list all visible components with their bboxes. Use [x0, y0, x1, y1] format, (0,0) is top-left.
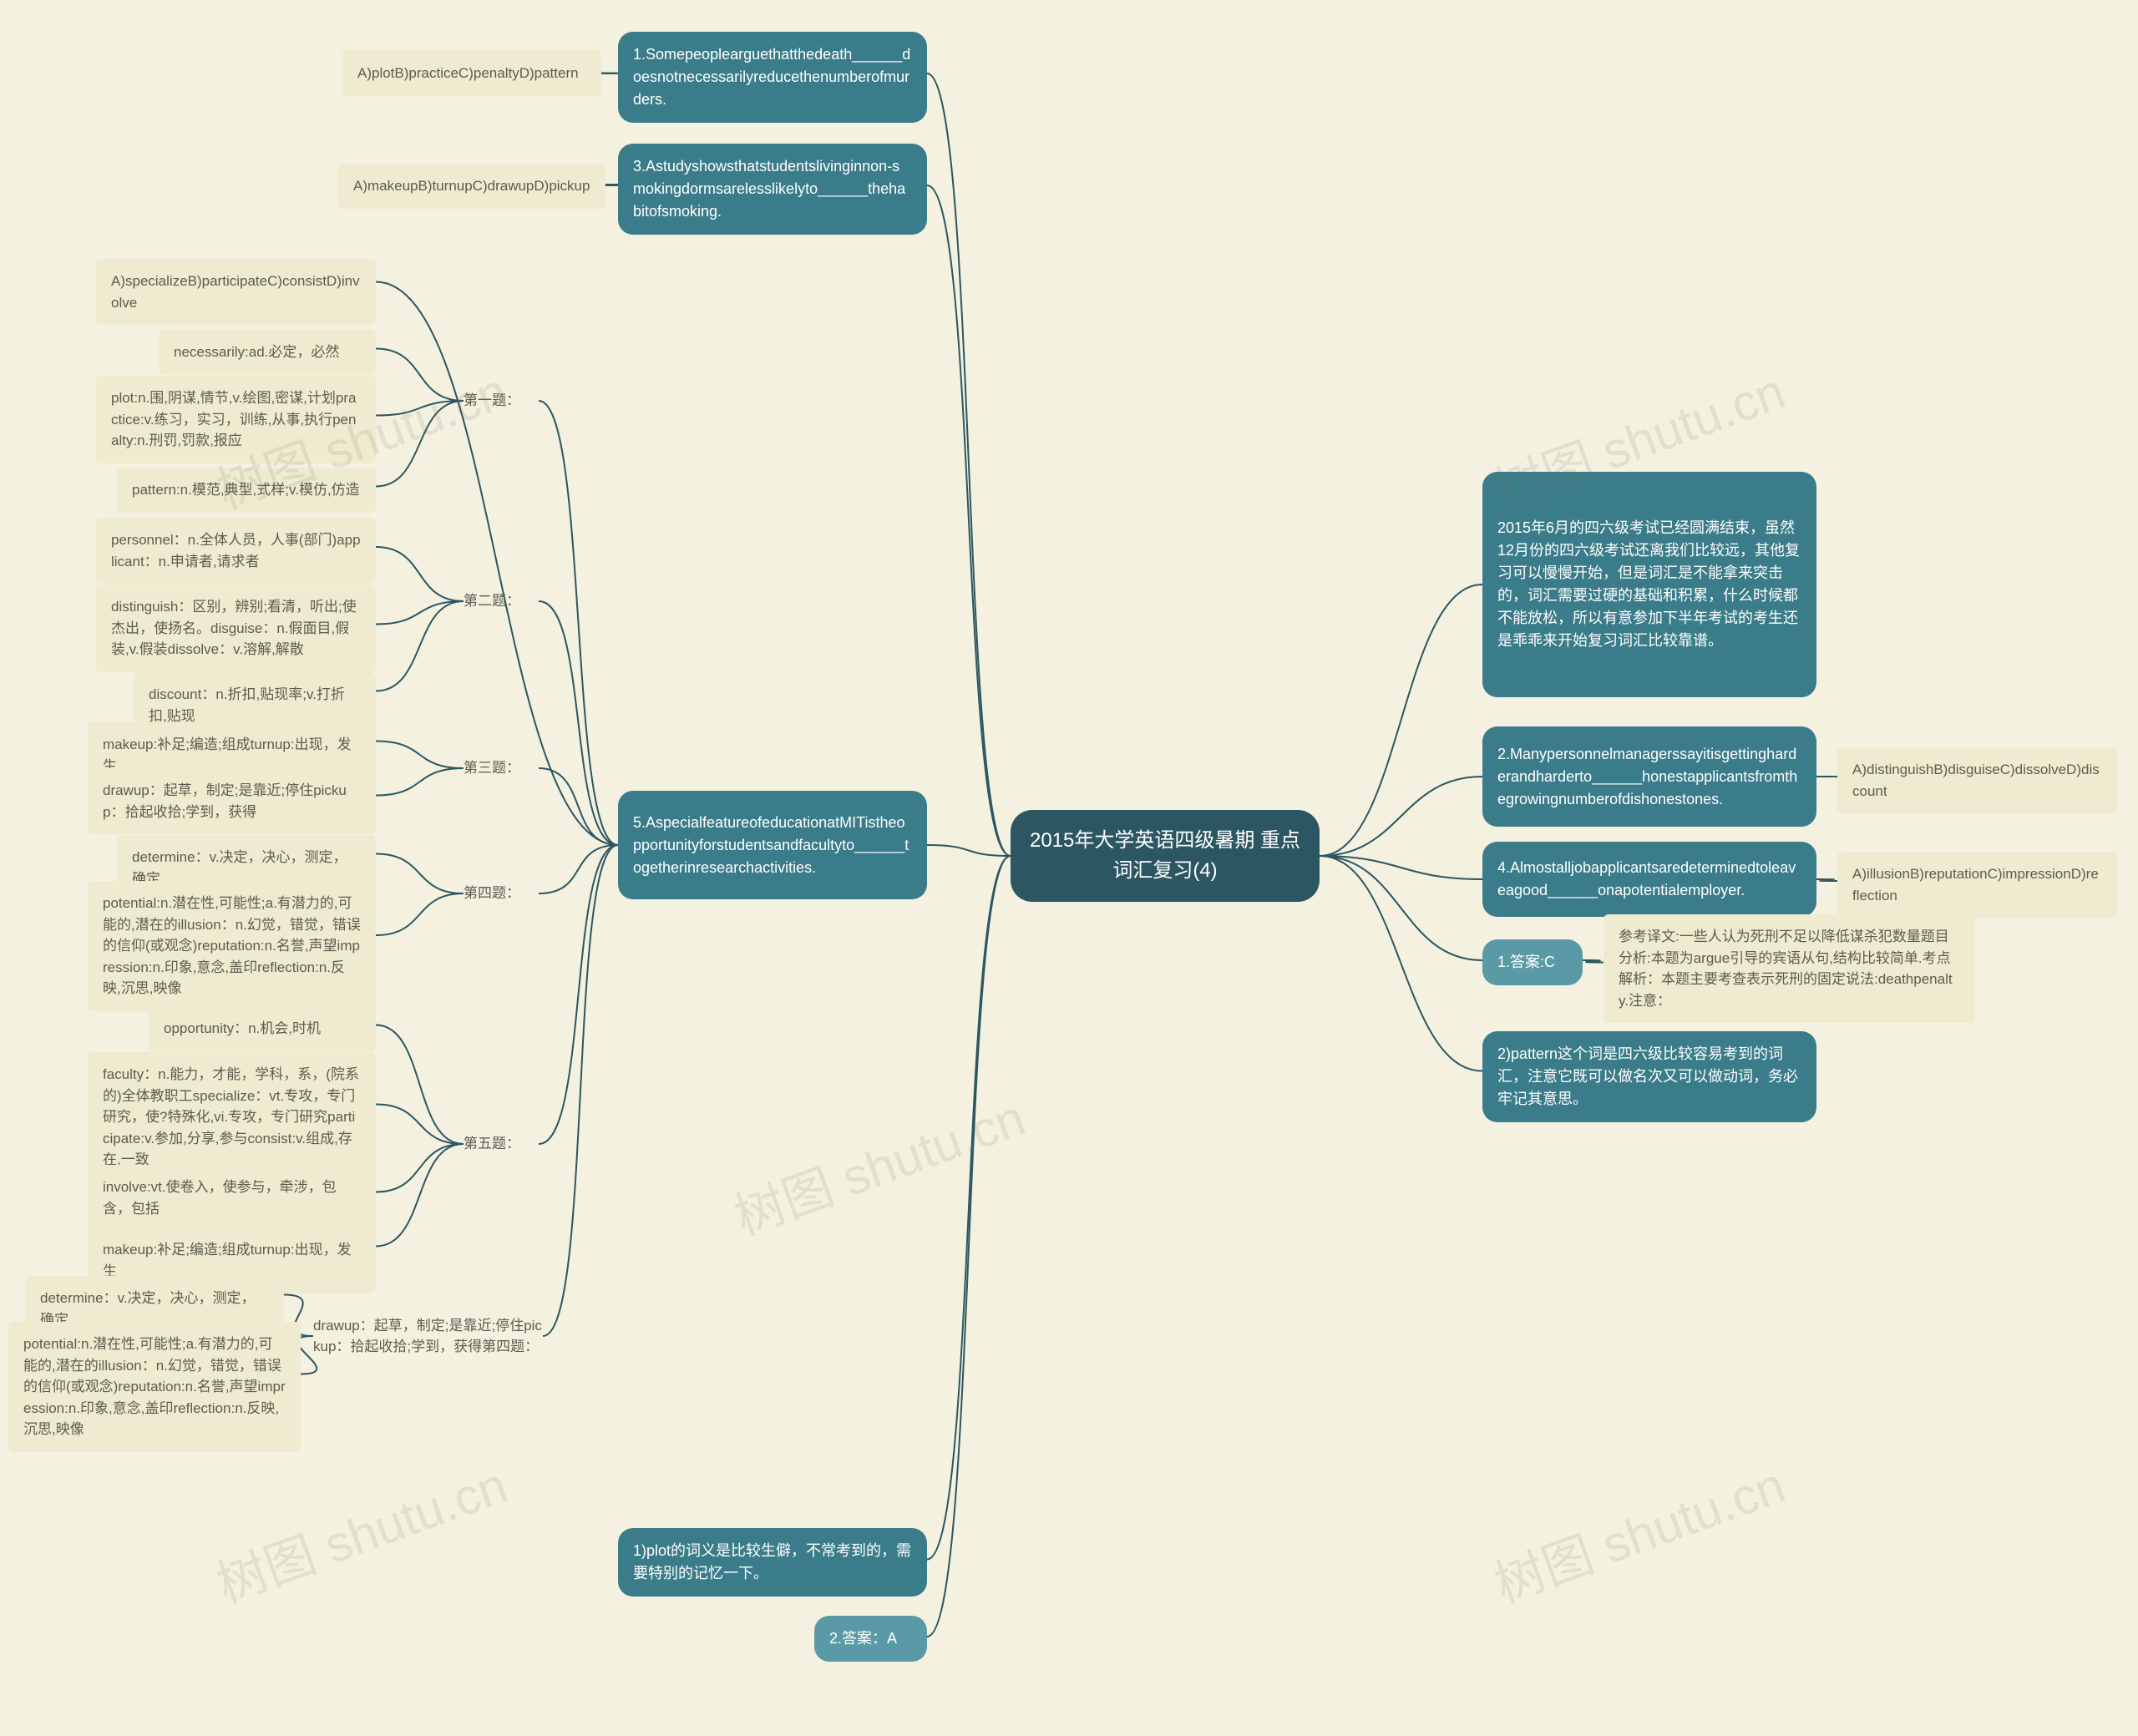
node-l_t4b_b: potential:n.潜在性,可能性;a.有潜力的,可能的,潜在的illusi…: [8, 1322, 301, 1452]
edge-root-l_ans2: [927, 856, 1011, 1637]
edge-l_q5-l_t1_lbl: [539, 401, 618, 845]
node-l_t5_b: faculty：n.能力，才能，学科，系，(院系的)全体教职工specializ…: [88, 1052, 376, 1182]
node-r_q2_opts: A)distinguishB)disguiseC)dissolveD)disco…: [1837, 747, 2117, 813]
node-r_intro: 2015年6月的四六级考试已经圆满结束，虽然12月份的四六级考试还离我们比较远，…: [1482, 472, 1816, 697]
node-l_t1_lbl: 第一题：: [464, 384, 539, 418]
edge-l_t4_lbl-l_t4_a: [376, 854, 464, 894]
node-l_t3_lbl: 第三题：: [464, 752, 539, 785]
edge-l_q5-l_t4_lbl: [539, 845, 618, 893]
node-l_t5_c: involve:vt.使卷入，使参与，牵涉，包含，包括: [88, 1165, 376, 1231]
edge-l_t5_lbl-l_t5_c: [376, 1144, 464, 1192]
node-l_q3: 3.Astudyshowsthatstudentslivinginnon-smo…: [618, 144, 927, 235]
edge-root-r_ans1: [1320, 856, 1482, 960]
edge-root-r_intro: [1320, 585, 1482, 856]
watermark: 树图 shutu.cn: [723, 1077, 1033, 1249]
node-l_t1_b: plot:n.围,阴谋,情节,v.绘图,密谋,计划practice:v.练习，实…: [96, 376, 376, 463]
node-r_ans1: 1.答案:C: [1482, 939, 1583, 985]
edge-l_t4_lbl-l_t4_b: [376, 893, 464, 935]
node-root: 2015年大学英语四级暑期 重点词汇复习(4): [1011, 810, 1320, 902]
node-r_q4: 4.Almostalljobapplicantsaredeterminedtol…: [1482, 842, 1816, 917]
node-l_t4b_lbl: drawup：起草，制定;是靠近;停住pickup：拾起收拾;学到，获得第四题：: [313, 1307, 543, 1365]
node-l_q3_opts: A)makeupB)turnupC)drawupD)pickup: [338, 164, 605, 209]
node-l_ans2: 2.答案：A: [814, 1616, 927, 1662]
node-r_q4_opts: A)illusionB)reputationC)impressionD)refl…: [1837, 852, 2117, 918]
node-r_ans1_exp: 参考译文:一些人认为死刑不足以降低谋杀犯数量题目分析:本题为argue引导的宾语…: [1604, 914, 1975, 1023]
edge-root-r_q4: [1320, 856, 1482, 879]
edge-l_q5-l_t4b_lbl: [543, 845, 618, 1336]
node-r_q2: 2.Manypersonnelmanagerssayitisgettinghar…: [1482, 726, 1816, 827]
edge-root-l_q5: [927, 845, 1011, 856]
edge-root-r_q2: [1320, 777, 1482, 856]
edge-l_t2_lbl-l_t2_c: [376, 601, 464, 691]
edge-l_t3_lbl-l_t3_b: [376, 768, 464, 796]
edge-l_t1_lbl-l_t1_a: [376, 349, 464, 402]
node-l_t5_lbl: 第五题：: [464, 1127, 539, 1161]
edge-l_q5-l_t2_lbl: [539, 601, 618, 845]
watermark: 树图 shutu.cn: [205, 1445, 515, 1617]
edge-l_t1_lbl-l_t1_c: [376, 401, 464, 487]
edge-l_t1_lbl-l_t1_b: [376, 401, 464, 416]
node-r_pattern: 2)pattern这个词是四六级比较容易考到的词汇，注意它既可以做名次又可以做动…: [1482, 1031, 1816, 1122]
edge-l_t5_lbl-l_t5_a: [376, 1025, 464, 1145]
edge-l_t3_lbl-l_t3_a: [376, 741, 464, 769]
edge-l_q1-l_q1_opts: [601, 73, 618, 74]
edge-root-l_plot: [927, 856, 1011, 1560]
node-l_t2_b: distinguish：区别，辨别;看清，听出;使杰出，使扬名。disguise…: [96, 585, 376, 672]
edge-l_t2_lbl-l_t2_a: [376, 547, 464, 601]
edge-root-r_pattern: [1320, 856, 1482, 1071]
node-l_q1: 1.Somepeoplearguethatthedeath______doesn…: [618, 32, 927, 123]
watermark: 树图 shutu.cn: [1483, 1445, 1793, 1617]
node-l_t1_a: necessarily:ad.必定，必然: [159, 330, 376, 375]
edge-r_q4-r_q4_opts: [1816, 879, 1837, 881]
node-l_q1_opts: A)plotB)practiceC)penaltyD)pattern: [342, 50, 601, 96]
node-l_plot: 1)plot的词义是比较生僻，不常考到的，需要特别的记忆一下。: [618, 1528, 927, 1597]
node-l_t2_a: personnel：n.全体人员，人事(部门)applicant：n.申请者,请…: [96, 518, 376, 584]
edge-r_ans1-r_ans1_exp: [1583, 960, 1604, 963]
node-l_t1_c: pattern:n.模范,典型,式样;v.模仿,仿造: [117, 468, 376, 513]
edge-l_t2_lbl-l_t2_b: [376, 601, 464, 625]
node-l_t3_b: drawup：起草，制定;是靠近;停住pickup：拾起收拾;学到，获得: [88, 768, 376, 834]
edge-l_q5-l_t5_lbl: [539, 845, 618, 1144]
node-l_t4_lbl: 第四题：: [464, 877, 539, 910]
edge-root-l_q3: [927, 185, 1011, 856]
edge-root-l_q1: [927, 73, 1011, 856]
node-l_t2_lbl: 第二题：: [464, 585, 539, 618]
node-l_t4_b: potential:n.潜在性,可能性;a.有潜力的,可能的,潜在的illusi…: [88, 881, 376, 1011]
edge-l_q5-l_t3_lbl: [539, 768, 618, 845]
edge-l_t5_lbl-l_t5_b: [376, 1105, 464, 1145]
node-l_t5_a: opportunity：n.机会,时机: [149, 1006, 376, 1051]
node-l_q5: 5.AspecialfeatureofeducationatMITistheop…: [618, 791, 927, 899]
node-l_q5_opts: A)specializeB)participateC)consistD)invo…: [96, 259, 376, 325]
edge-l_t5_lbl-l_t5_d: [376, 1144, 464, 1247]
